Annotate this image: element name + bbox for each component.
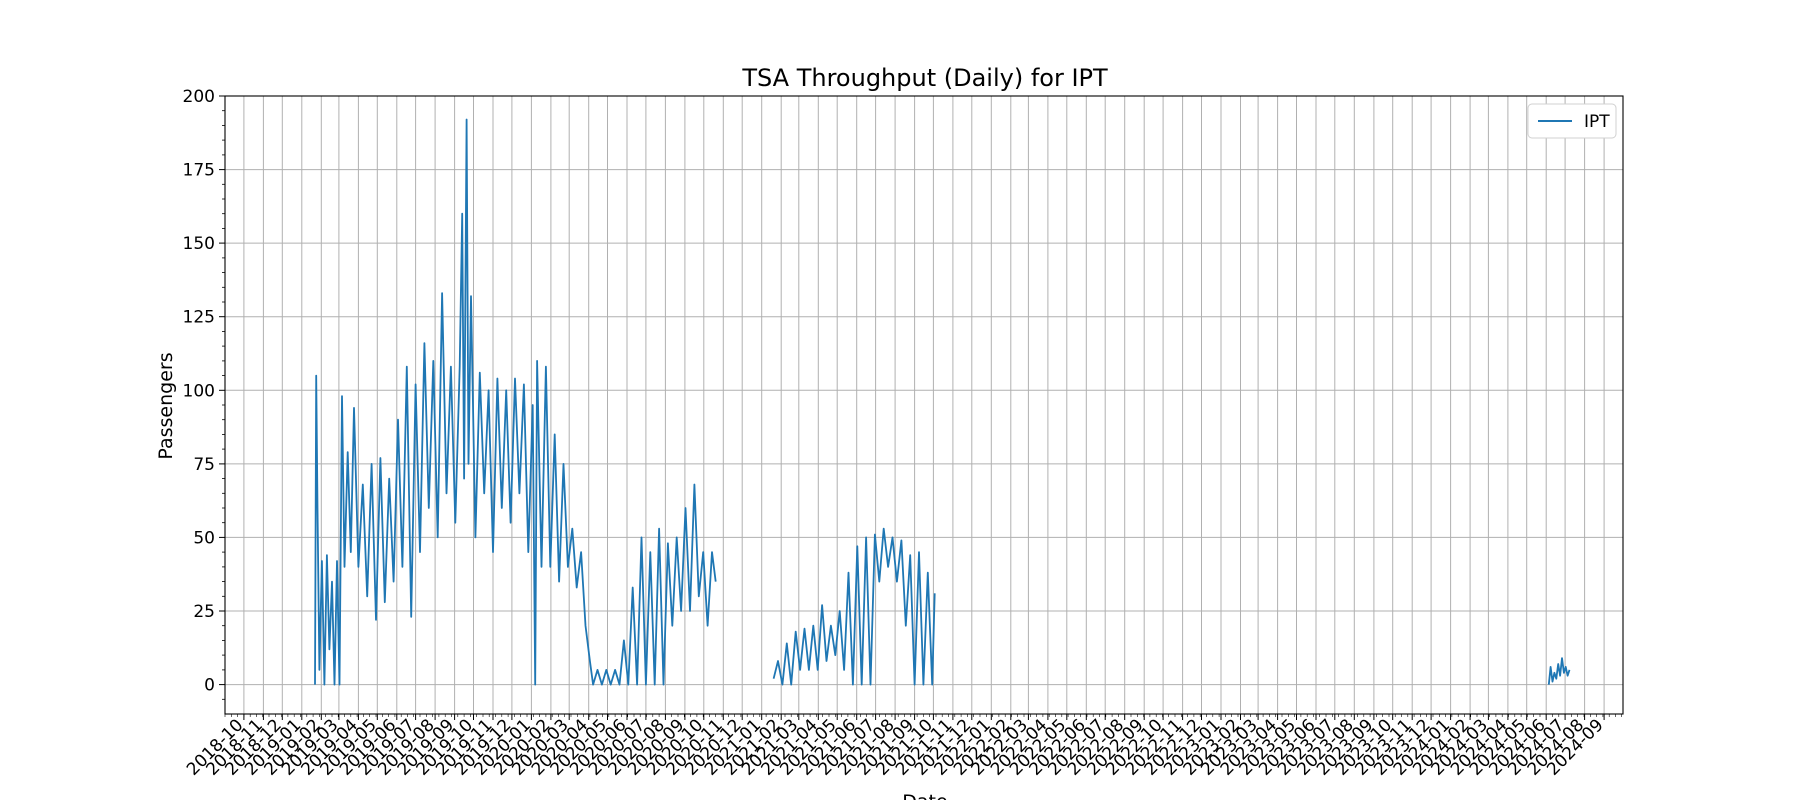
y-tick-label: 50 [193, 528, 215, 548]
y-tick-label: 25 [193, 602, 215, 622]
series-line-ipt [772, 527, 936, 686]
y-tick-label: 200 [183, 87, 215, 107]
y-axis: 0 25 50 75 100 125 150 175 200 [183, 87, 225, 700]
y-tick-label: 150 [183, 234, 215, 254]
chart-title: TSA Throughput (Daily) for IPT [741, 64, 1108, 92]
x-axis-label: Date [902, 791, 947, 800]
legend-label: IPT [1584, 112, 1610, 132]
y-tick-label: 175 [183, 161, 215, 181]
y-tick-label: 75 [193, 455, 215, 475]
x-axis: 2018-102018-112018-122019-012019-022019-… [183, 714, 1622, 780]
series-line-ipt [1547, 657, 1571, 685]
legend: IPT [1527, 103, 1617, 139]
y-axis-label: Passengers [155, 352, 177, 459]
y-tick-label: 100 [183, 381, 215, 401]
axes-frame [224, 95, 1624, 715]
series-line-ipt [314, 118, 717, 686]
y-tick-label: 0 [204, 676, 215, 696]
plot-area [314, 118, 1571, 686]
y-tick-label: 125 [183, 308, 215, 328]
